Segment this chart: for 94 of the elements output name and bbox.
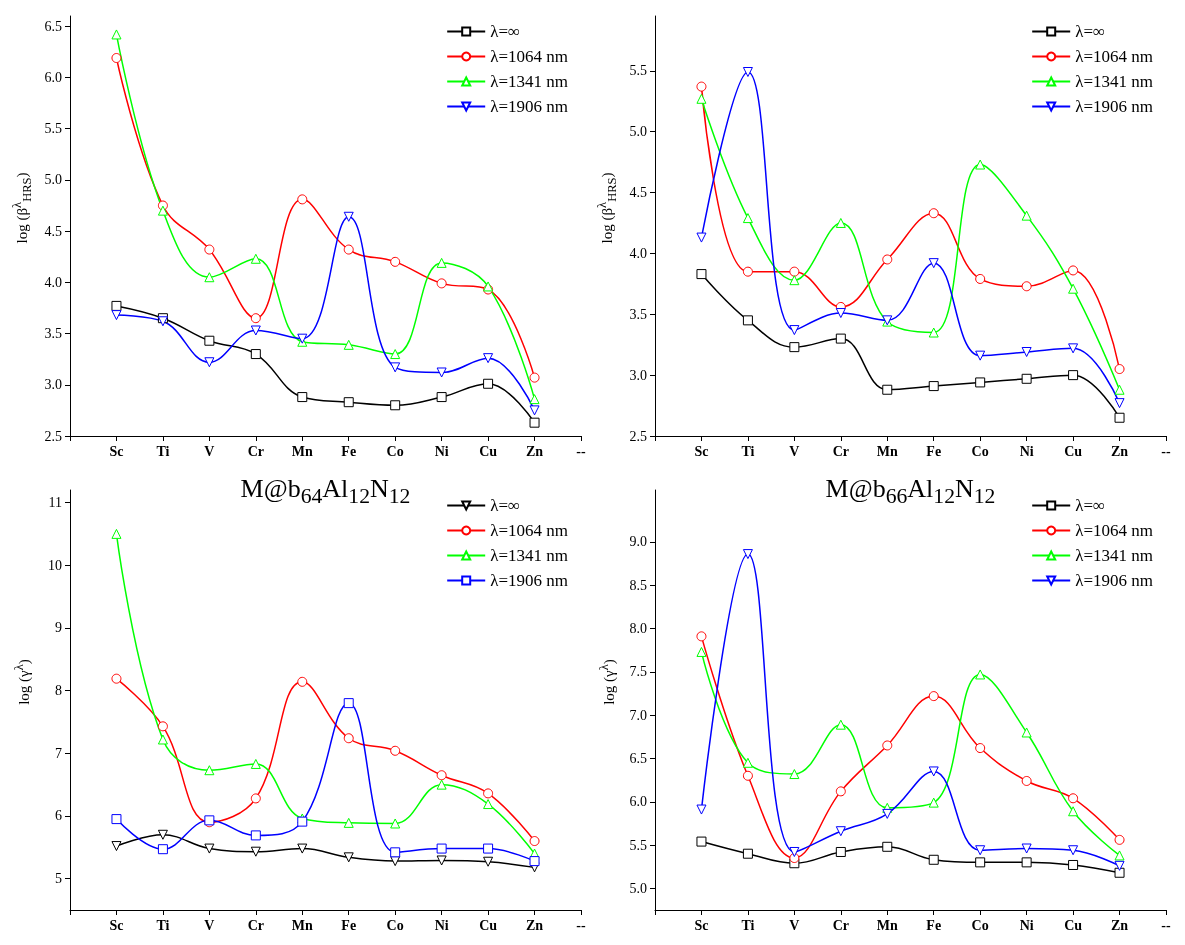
x-tick-label: Fe (926, 443, 942, 459)
x-tick-label: Mn (876, 443, 898, 459)
y-tick-label: 3.5 (44, 326, 62, 342)
y-tick-label: 8.5 (629, 577, 647, 593)
legend-label: λ=∞ (490, 22, 521, 41)
x-tick-label: Fe (341, 917, 357, 933)
x-tick-label: Mn (291, 917, 313, 933)
x-tick-label: V (204, 917, 215, 933)
chart-title: M@b$_{66}$Al$_{12}$N$_{12}$ (825, 474, 996, 509)
y-tick-label: 4.5 (44, 223, 62, 239)
x-tick-label: Co (971, 917, 989, 933)
x-tick-label: Co (386, 443, 404, 459)
x-tick-label: Cu (1064, 917, 1083, 933)
y-tick-label: 3.0 (44, 377, 62, 393)
y-tick-label: 6 (55, 808, 62, 824)
legend-label: λ=1906 nm (490, 571, 569, 590)
x-tick-label: Fe (926, 917, 942, 933)
y-tick-label: 9 (55, 620, 62, 636)
x-tick-label: Cu (479, 917, 498, 933)
legend-label: λ=1341 nm (1075, 546, 1154, 565)
legend-label: λ=1341 nm (490, 72, 569, 91)
y-tick-label: 6.0 (44, 69, 62, 85)
x-tick-label: Fe (341, 443, 357, 459)
y-tick-label: 5.5 (629, 837, 647, 853)
y-tick-label: 4.0 (44, 274, 62, 290)
x-tick-label: Ti (741, 917, 755, 933)
x-tick-label: Sc (109, 443, 124, 459)
x-tick-label: Sc (694, 443, 709, 459)
x-tick-label: Zn (525, 443, 544, 459)
x-tick-label: Mn (876, 917, 898, 933)
legend-label: λ=1064 nm (1075, 521, 1154, 540)
x-tick-label: V (204, 443, 215, 459)
x-tick-label: -- (1161, 917, 1171, 933)
y-tick-label: 5.5 (44, 121, 62, 137)
y-tick-label: 2.5 (629, 428, 647, 444)
legend-label: λ=∞ (1075, 496, 1106, 515)
x-tick-label: Sc (109, 917, 124, 933)
x-tick-label: Ni (434, 917, 449, 933)
y-tick-label: 11 (48, 495, 62, 511)
x-tick-label: Cr (832, 443, 849, 459)
y-tick-label: 4.0 (629, 245, 647, 261)
y-tick-label: 10 (48, 557, 62, 573)
x-tick-label: Cu (1064, 443, 1083, 459)
y-tick-label: 5.0 (44, 172, 62, 188)
x-tick-label: Co (971, 443, 989, 459)
x-tick-label: Zn (1110, 443, 1129, 459)
legend-label: λ=∞ (1075, 22, 1106, 41)
x-tick-label: Mn (291, 443, 313, 459)
x-tick-label: Cr (247, 443, 264, 459)
y-tick-label: 5.5 (629, 63, 647, 79)
y-tick-label: 5.0 (629, 124, 647, 140)
y-tick-label: 7.5 (629, 664, 647, 680)
y-tick-label: 5.0 (629, 880, 647, 896)
legend-label: λ=1906 nm (1075, 571, 1154, 590)
y-tick-label: 5 (55, 871, 62, 887)
x-tick-label: Sc (694, 917, 709, 933)
legend-label: λ=1064 nm (1075, 47, 1154, 66)
legend-label: λ=1906 nm (1075, 97, 1154, 116)
x-tick-label: Ni (1019, 917, 1034, 933)
y-tick-label: 6.0 (629, 794, 647, 810)
x-tick-label: Ni (1019, 443, 1034, 459)
x-tick-label: Ni (434, 443, 449, 459)
x-tick-label: Zn (1110, 917, 1129, 933)
y-tick-label: 3.0 (629, 367, 647, 383)
y-tick-label: 6.5 (44, 18, 62, 34)
y-tick-label: 8.0 (629, 621, 647, 637)
legend-label: λ=1064 nm (490, 521, 569, 540)
x-tick-label: V (789, 443, 800, 459)
y-tick-label: 9.0 (629, 534, 647, 550)
legend-label: λ=∞ (490, 496, 521, 515)
chart-title: M@b$_{64}$Al$_{12}$N$_{12}$ (240, 474, 411, 509)
legend-label: λ=1341 nm (1075, 72, 1154, 91)
x-tick-label: Co (386, 917, 404, 933)
x-tick-label: -- (576, 443, 586, 459)
y-tick-label: 7 (55, 745, 62, 761)
y-tick-label: 3.5 (629, 306, 647, 322)
legend-label: λ=1341 nm (490, 546, 569, 565)
x-tick-label: Zn (525, 917, 544, 933)
x-tick-label: Cr (247, 917, 264, 933)
x-tick-label: Ti (156, 443, 170, 459)
y-tick-label: 2.5 (44, 428, 62, 444)
legend-label: λ=1064 nm (490, 47, 569, 66)
x-tick-label: Cu (479, 443, 498, 459)
x-tick-label: Ti (741, 443, 755, 459)
x-tick-label: V (789, 917, 800, 933)
y-tick-label: 8 (55, 683, 62, 699)
x-tick-label: Ti (156, 917, 170, 933)
x-tick-label: Cr (832, 917, 849, 933)
x-tick-label: -- (576, 917, 586, 933)
y-tick-label: 4.5 (629, 185, 647, 201)
legend-label: λ=1906 nm (490, 97, 569, 116)
y-tick-label: 7.0 (629, 707, 647, 723)
x-tick-label: -- (1161, 443, 1171, 459)
y-tick-label: 6.5 (629, 750, 647, 766)
